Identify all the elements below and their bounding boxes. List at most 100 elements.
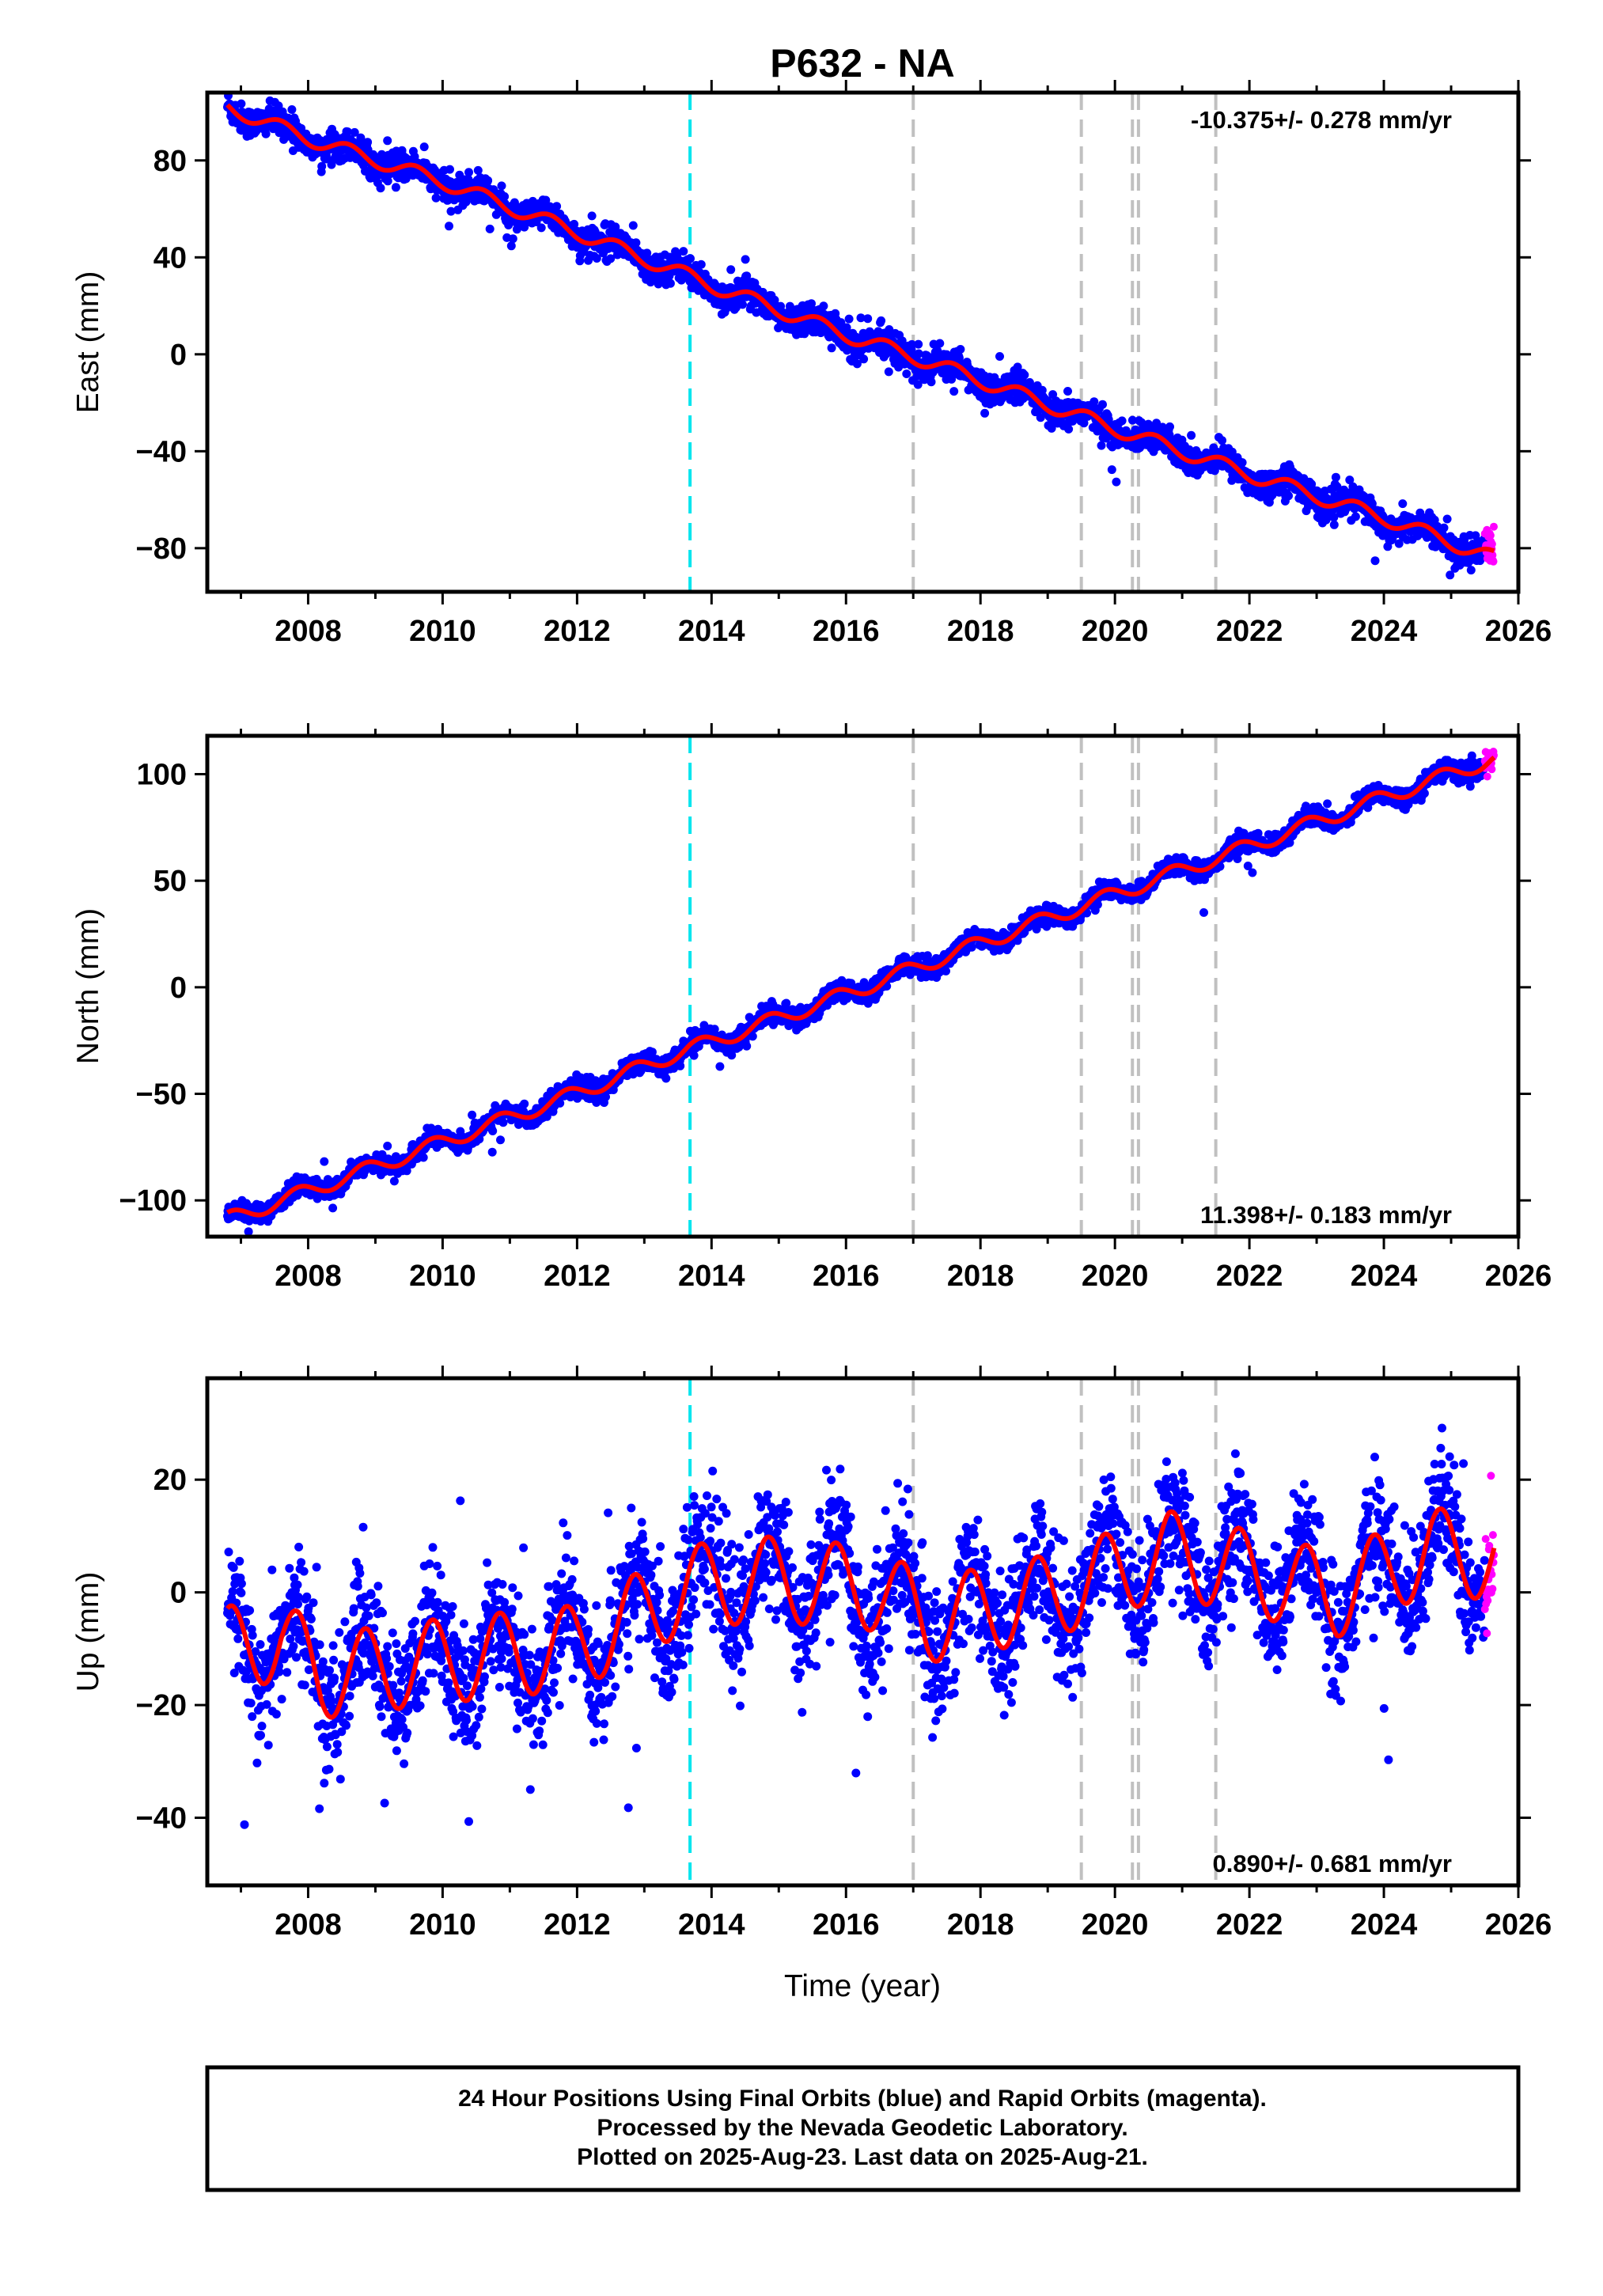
final-orbit-point: [859, 354, 869, 364]
panel-east: 2008 2010 2012 2014 2016 2018 2020 2022 2024 2026…: [71, 80, 1552, 648]
final-orbit-point: [606, 254, 616, 263]
final-orbit-point: [1331, 472, 1340, 482]
final-orbit-point: [1370, 556, 1380, 566]
final-orbit-point: [927, 377, 936, 387]
final-orbit-point: [328, 1203, 338, 1213]
final-orbit-point: [628, 221, 638, 230]
x-tick-label: 2026: [1485, 615, 1552, 648]
final-orbit-point: [1398, 499, 1408, 509]
final-orbit-point: [877, 316, 886, 325]
y-tick-label: −40: [136, 435, 187, 468]
final-orbit-point: [508, 234, 517, 244]
final-orbit-point: [935, 339, 945, 348]
x-tick-label: 2014: [678, 615, 745, 648]
final-orbit-point: [1098, 400, 1107, 409]
final-orbit-point: [402, 1166, 411, 1176]
final-orbit-point: [237, 99, 246, 108]
final-orbit-point: [954, 353, 964, 362]
final-orbit-point: [842, 323, 851, 332]
rapid-orbit-point: [1489, 557, 1498, 566]
final-orbit-point: [536, 223, 546, 233]
final-orbit-point: [520, 1099, 529, 1108]
panel-north: 2008 2010 2012 2014 2016 2018 2020 2022 2024 2026…: [71, 723, 1552, 1293]
final-orbit-point: [679, 247, 688, 256]
final-orbit-point: [1048, 390, 1058, 400]
final-orbit-point: [1112, 477, 1121, 487]
final-orbit-point: [914, 349, 923, 358]
final-orbit-point: [498, 1118, 508, 1127]
chart-title: P632 - NA: [770, 41, 954, 85]
rapid-orbit-point: [1486, 531, 1495, 540]
final-orbit-point: [914, 339, 923, 349]
final-orbit-point: [383, 176, 392, 186]
final-orbit-point: [497, 181, 506, 191]
final-orbit-point: [491, 210, 501, 219]
final-orbit-point: [1237, 458, 1247, 468]
final-orbit-point: [852, 359, 862, 369]
x-tick-label: 2018: [947, 615, 1014, 648]
final-orbit-point: [1047, 423, 1056, 433]
final-orbit-point: [827, 343, 836, 353]
final-orbit-point: [377, 150, 386, 159]
final-orbit-point: [689, 1051, 699, 1060]
final-orbit-point: [383, 1142, 392, 1150]
final-orbit-point: [389, 1176, 399, 1186]
final-orbit-point: [446, 206, 456, 216]
final-orbit-point: [343, 127, 352, 137]
x-tick-label: 2016: [813, 615, 880, 648]
y-tick-label: 0: [170, 339, 187, 372]
final-orbit-point: [1394, 539, 1404, 548]
x-tick-label: 2012: [544, 615, 611, 648]
final-orbit-point: [686, 254, 695, 263]
final-orbit-point: [1187, 430, 1196, 440]
final-orbit-point: [320, 1157, 329, 1166]
final-orbit-point: [611, 222, 620, 232]
final-orbit-point: [496, 1135, 505, 1145]
final-orbit-point: [485, 224, 495, 233]
final-orbit-point: [856, 313, 866, 323]
final-orbit-point: [473, 165, 483, 175]
final-orbit-point: [665, 278, 675, 288]
y-tick-label: 40: [153, 241, 187, 275]
final-orbit-point: [1013, 362, 1022, 372]
final-orbit-point: [995, 352, 1004, 361]
final-orbit-point: [1461, 540, 1470, 549]
final-orbit-point: [570, 219, 579, 229]
final-orbit-point: [391, 183, 400, 192]
final-orbit-point: [592, 254, 601, 263]
final-orbit-point: [956, 345, 965, 354]
final-orbit-point: [461, 197, 471, 206]
final-orbit-point: [1442, 514, 1452, 524]
final-orbit-point: [902, 369, 911, 378]
final-orbit-point: [1351, 512, 1360, 521]
final-orbit-point: [742, 1041, 752, 1051]
final-orbit-point: [1466, 566, 1476, 575]
final-orbit-point: [1367, 499, 1377, 508]
final-orbit-point: [287, 105, 297, 114]
final-orbit-point: [949, 387, 959, 396]
x-tick-label: 2020: [1082, 615, 1149, 648]
y-tick-label: 80: [153, 145, 187, 178]
final-orbit-point: [710, 1025, 719, 1034]
final-orbit-point: [555, 1098, 565, 1108]
final-orbit-point: [419, 1153, 428, 1162]
x-tick-label: 2008: [275, 615, 342, 648]
final-orbit-point: [383, 136, 392, 146]
final-orbit-point: [445, 222, 453, 231]
x-tick-label: 2024: [1351, 615, 1418, 648]
final-orbit-point: [1284, 491, 1293, 501]
final-orbit-point: [738, 300, 747, 309]
final-orbit-point: [431, 193, 441, 203]
final-orbit-point: [980, 408, 990, 418]
x-tick-label: 2022: [1216, 615, 1283, 648]
final-orbit-point: [1227, 447, 1237, 457]
x-tick-label: 2010: [409, 615, 476, 648]
final-orbit-point: [844, 314, 854, 324]
final-orbit-point: [884, 367, 893, 377]
final-orbit-point: [376, 184, 385, 193]
final-orbit-point: [1079, 419, 1089, 428]
final-orbit-point: [908, 339, 916, 349]
final-orbit-point: [715, 1062, 725, 1071]
rate-annotation: -10.375+/- 0.278 mm/yr: [1191, 106, 1452, 134]
